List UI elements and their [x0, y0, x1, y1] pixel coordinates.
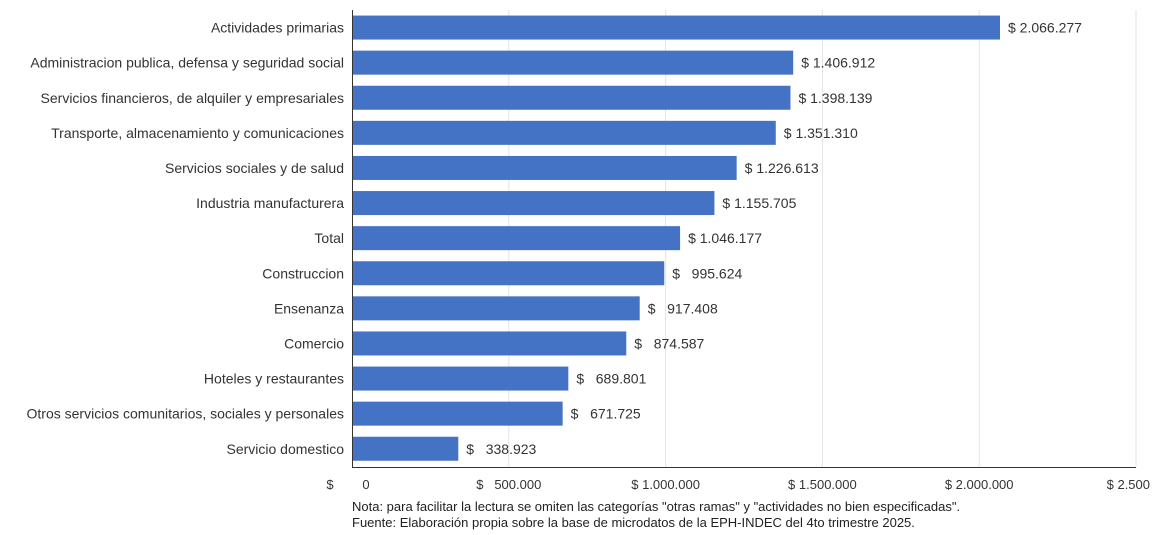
data-label: $ 1.155.705 — [722, 195, 796, 211]
category-label: Servicio domestico — [227, 441, 345, 457]
bar — [353, 191, 715, 216]
bar — [353, 436, 459, 461]
category-label: Total — [314, 230, 344, 246]
bar — [353, 366, 569, 391]
footnote-source: Fuente: Elaboración propia sobre la base… — [352, 515, 915, 530]
x-tick-label: $ 0 — [326, 477, 369, 492]
category-label: Comercio — [284, 335, 344, 351]
x-tick-label: $ 500.000 — [476, 477, 541, 492]
data-label: $ 995.624 — [672, 265, 742, 281]
data-label: $ 1.406.912 — [801, 55, 875, 71]
category-label: Hoteles y restaurantes — [204, 371, 344, 387]
category-label: Servicios financieros, de alquiler y emp… — [41, 90, 344, 106]
data-label: $ 689.801 — [576, 371, 646, 387]
bar — [353, 15, 1000, 40]
bar — [353, 50, 794, 75]
data-label: $ 1.398.139 — [798, 90, 872, 106]
data-label: $ 338.923 — [466, 441, 536, 457]
data-label: $ 671.725 — [571, 406, 641, 422]
x-tick-label: $ 1.500.000 — [788, 477, 857, 492]
footnote-note: Nota: para facilitar la lectura se omite… — [352, 499, 961, 514]
data-label: $ 917.408 — [648, 300, 718, 316]
bar — [353, 401, 563, 426]
x-tick-label: $ 2.500 — [1107, 477, 1150, 492]
bar — [353, 331, 627, 356]
bar — [353, 261, 665, 286]
category-label: Otros servicios comunitarios, sociales y… — [27, 406, 344, 422]
x-tick-label: $ 1.000.000 — [631, 477, 700, 492]
data-label: $ 2.066.277 — [1008, 20, 1082, 36]
category-label: Industria manufacturera — [196, 195, 344, 211]
category-label: Administracion publica, defensa y seguri… — [30, 55, 344, 71]
x-tick-label: $ 2.000.000 — [945, 477, 1014, 492]
bar — [353, 155, 737, 180]
data-label: $ 1.226.613 — [745, 160, 819, 176]
bar — [353, 296, 640, 321]
data-label: $ 1.046.177 — [688, 230, 762, 246]
category-label: Ensenanza — [274, 300, 344, 316]
data-label: $ 874.587 — [634, 335, 704, 351]
bar — [353, 120, 776, 145]
data-label: $ 1.351.310 — [784, 125, 858, 141]
category-label: Transporte, almacenamiento y comunicacio… — [51, 125, 344, 141]
bar-chart: Actividades primarias $ 2.066.277 Administ… — [27, 10, 1150, 492]
bar — [353, 226, 681, 251]
category-label: Servicios sociales y de salud — [165, 160, 344, 176]
category-label: Construccion — [262, 265, 344, 281]
bar — [353, 85, 791, 110]
category-label: Actividades primarias — [211, 20, 344, 36]
